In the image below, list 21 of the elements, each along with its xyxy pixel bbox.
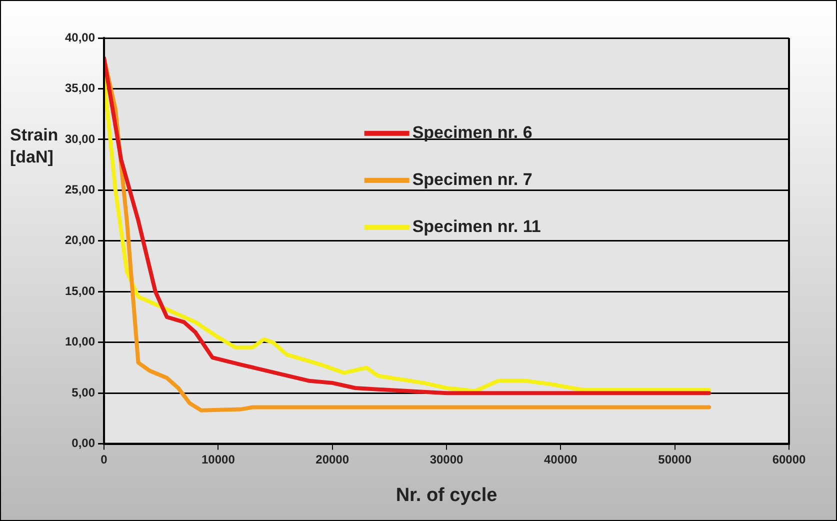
y-tick-label: 0,00 <box>72 436 96 450</box>
y-tick-label: 30,00 <box>65 132 96 146</box>
y-tick-label: 10,00 <box>65 334 96 349</box>
x-tick-label: 50000 <box>658 452 692 466</box>
legend-label: Specimen nr. 6 <box>412 123 532 142</box>
x-tick-label: 30000 <box>430 452 464 466</box>
y-axis-title: Strain [daN] <box>10 126 58 167</box>
legend-label: Specimen nr. 11 <box>412 217 541 236</box>
y-tick-label: 25,00 <box>65 182 96 196</box>
y-tick-label: 5,00 <box>72 385 96 400</box>
y-tick-label: 20,00 <box>65 233 96 248</box>
x-axis-title: Nr. of cycle <box>396 484 498 506</box>
legend-label: Specimen nr. 7 <box>412 170 532 190</box>
x-tick-label: 40000 <box>544 452 578 466</box>
x-tick-label: 20000 <box>316 452 350 466</box>
y-tick-label: 40,00 <box>65 30 96 44</box>
y-tick-label: 35,00 <box>65 81 96 96</box>
x-tick-label: 60000 <box>772 452 806 466</box>
y-tick-label: 15,00 <box>65 284 96 298</box>
x-tick-label: 0 <box>100 452 108 466</box>
x-tick-label: 10000 <box>202 452 236 466</box>
